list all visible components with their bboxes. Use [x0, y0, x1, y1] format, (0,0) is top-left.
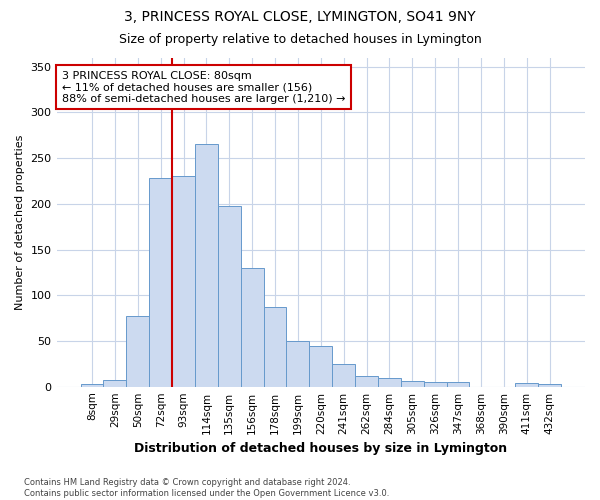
Bar [401, 381, 424, 386]
Bar [538, 384, 561, 386]
Bar [241, 268, 263, 386]
Y-axis label: Number of detached properties: Number of detached properties [15, 134, 25, 310]
Bar [103, 380, 127, 386]
Text: Size of property relative to detached houses in Lymington: Size of property relative to detached ho… [119, 32, 481, 46]
Bar [172, 176, 195, 386]
Bar [263, 307, 286, 386]
Bar [332, 364, 355, 386]
Bar [80, 384, 103, 386]
Bar [149, 178, 172, 386]
Bar [378, 378, 401, 386]
Bar [446, 382, 469, 386]
Text: Contains HM Land Registry data © Crown copyright and database right 2024.
Contai: Contains HM Land Registry data © Crown c… [24, 478, 389, 498]
Bar [195, 144, 218, 386]
Bar [515, 383, 538, 386]
Bar [127, 316, 149, 386]
Bar [286, 341, 310, 386]
Bar [424, 382, 446, 386]
Text: 3, PRINCESS ROYAL CLOSE, LYMINGTON, SO41 9NY: 3, PRINCESS ROYAL CLOSE, LYMINGTON, SO41… [124, 10, 476, 24]
Bar [218, 206, 241, 386]
Bar [310, 346, 332, 387]
Bar [355, 376, 378, 386]
Text: 3 PRINCESS ROYAL CLOSE: 80sqm
← 11% of detached houses are smaller (156)
88% of : 3 PRINCESS ROYAL CLOSE: 80sqm ← 11% of d… [62, 70, 346, 104]
X-axis label: Distribution of detached houses by size in Lymington: Distribution of detached houses by size … [134, 442, 508, 455]
